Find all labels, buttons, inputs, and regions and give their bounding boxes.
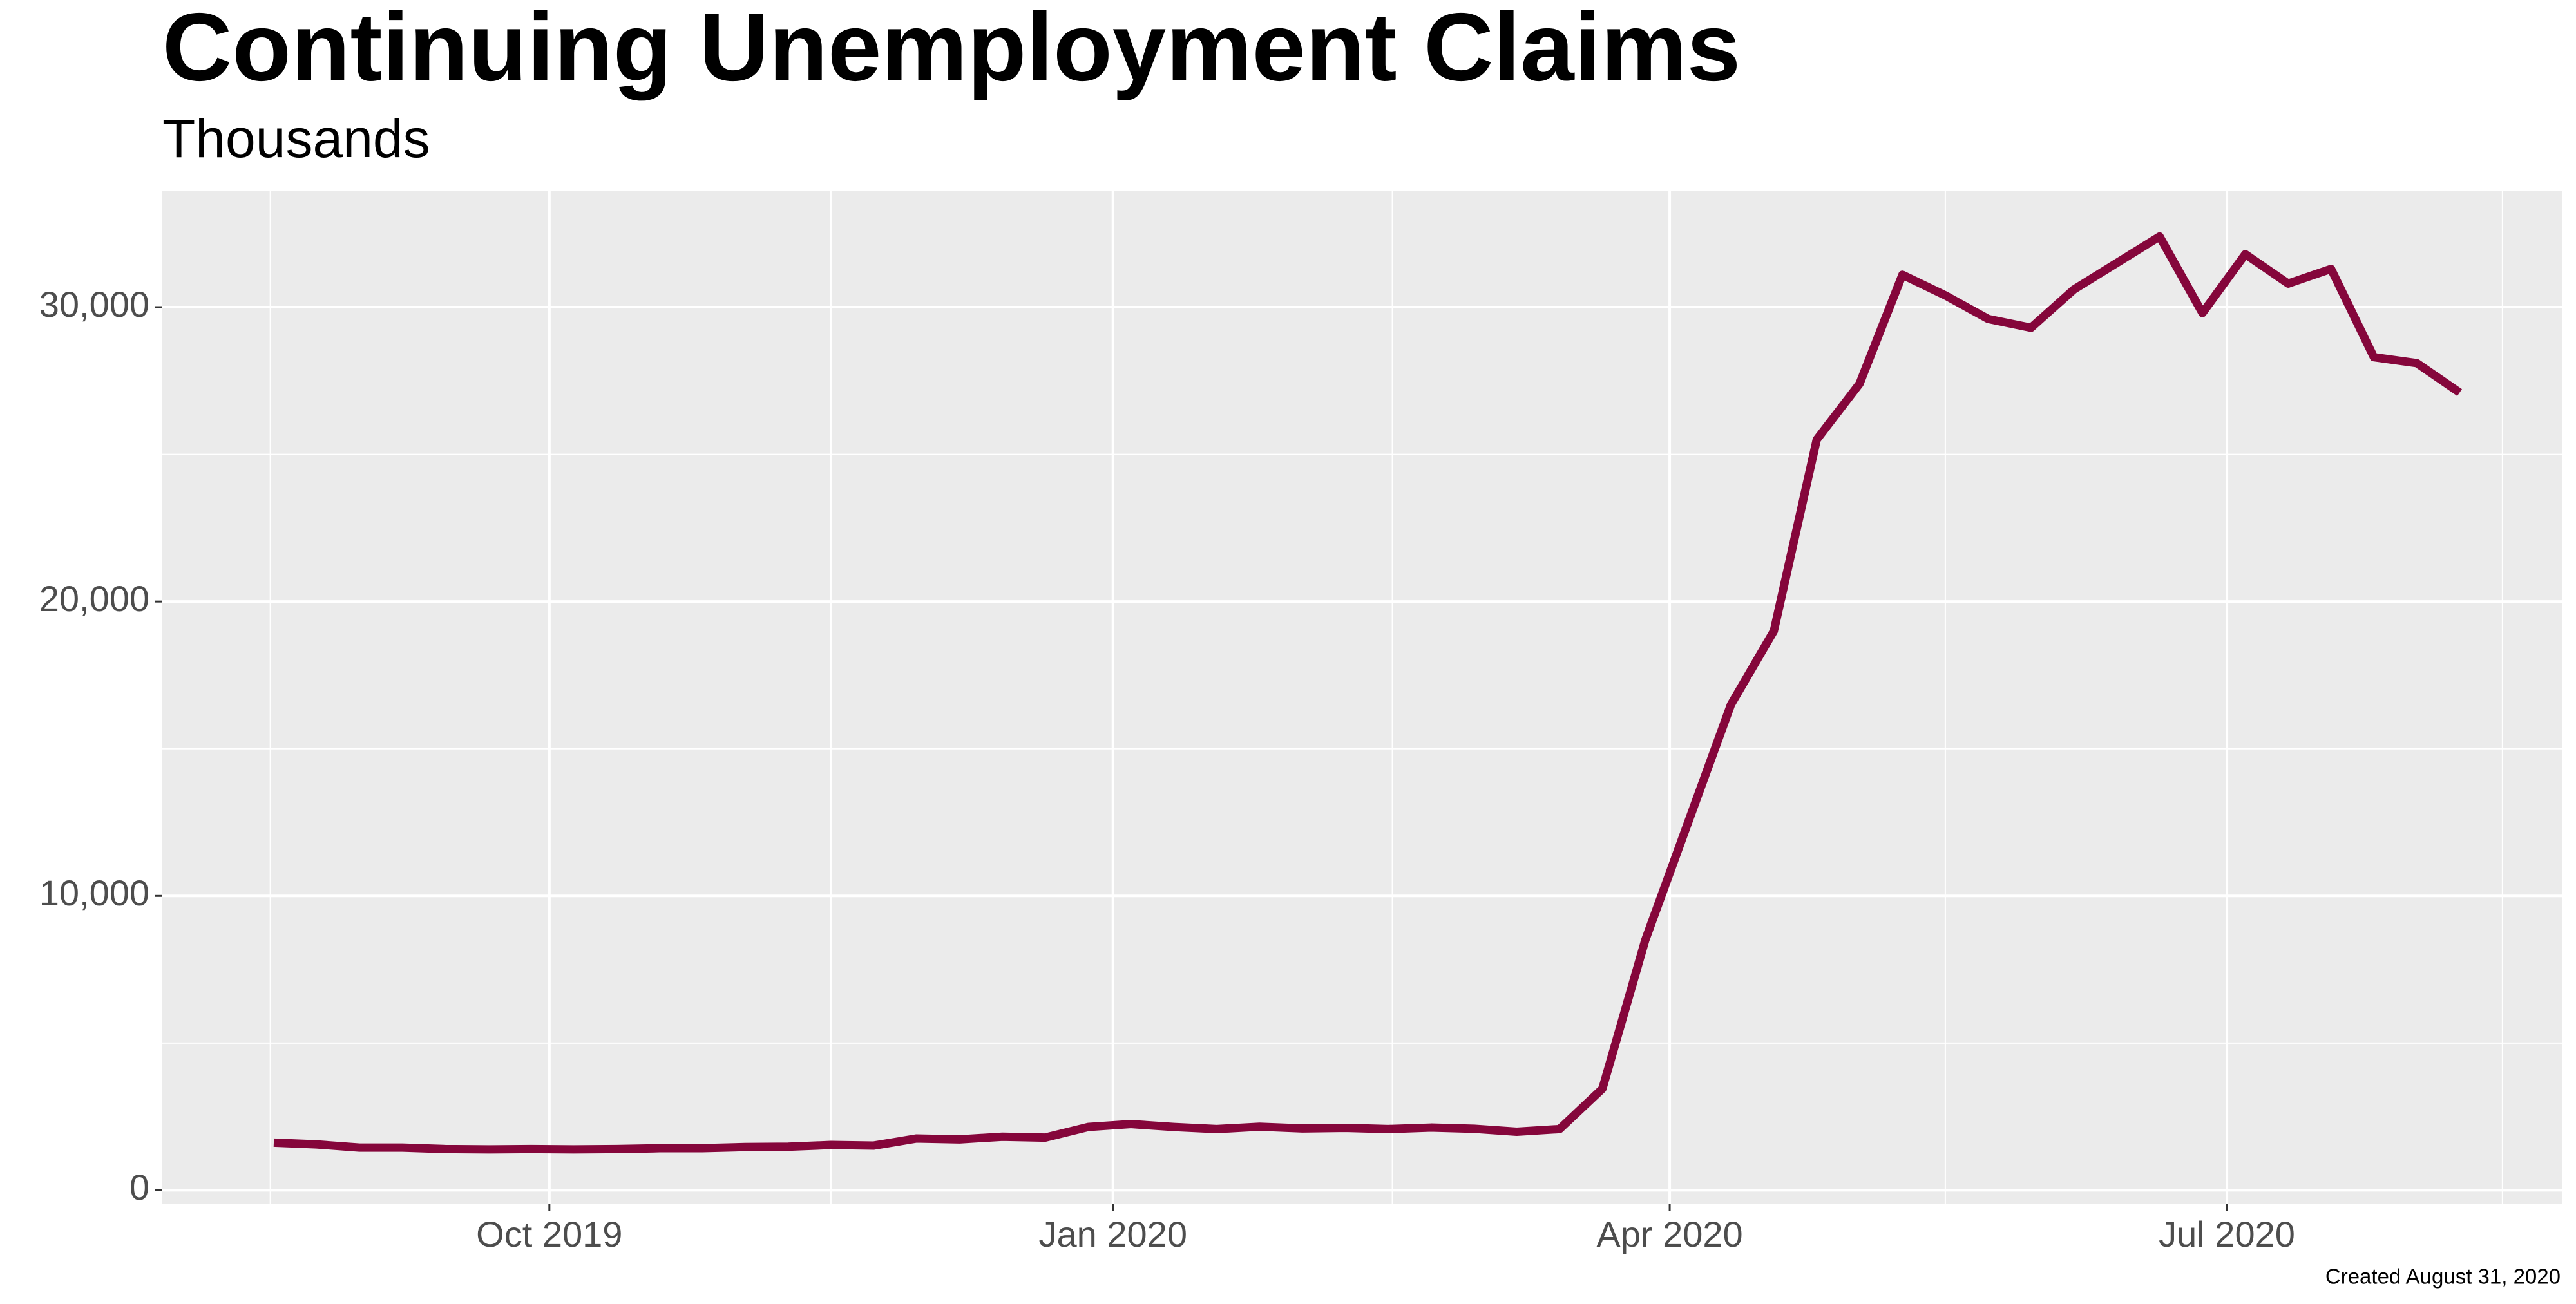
line-series xyxy=(273,232,2462,1154)
y-tick-label: 20,000 xyxy=(39,578,149,619)
caption: Created August 31, 2020 xyxy=(2325,1265,2561,1289)
y-tick-label: 30,000 xyxy=(39,284,149,325)
chart-subtitle: Thousands xyxy=(162,108,430,169)
x-tick-label: Jan 2020 xyxy=(1039,1214,1187,1254)
x-tick-label: Oct 2019 xyxy=(476,1214,622,1254)
plot-panel xyxy=(162,191,2562,1204)
y-tick-label: 10,000 xyxy=(39,873,149,913)
x-tick-label: Jul 2020 xyxy=(2159,1214,2295,1254)
x-tick-label: Apr 2020 xyxy=(1596,1214,1742,1254)
chart-title: Continuing Unemployment Claims xyxy=(162,0,1741,101)
y-tick-label: 0 xyxy=(129,1167,149,1207)
